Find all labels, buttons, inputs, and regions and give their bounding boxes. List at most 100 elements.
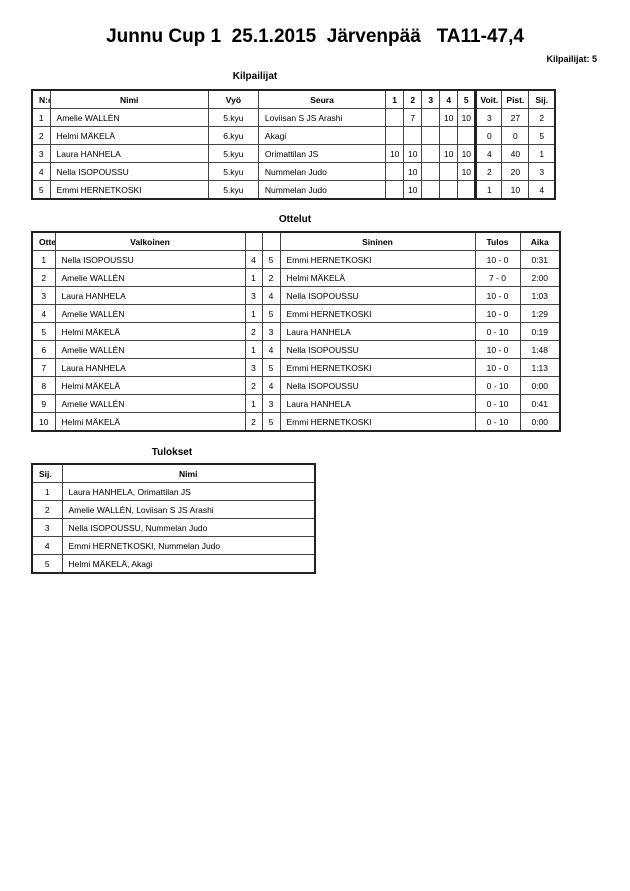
table-cell: Emmi HERNETKOSKI (279, 358, 476, 377)
table-cell (439, 180, 459, 200)
table-cell: 0:00 (519, 376, 561, 395)
table-cell: 7 (403, 108, 423, 127)
table-cell: Nella ISOPOUSSU (279, 340, 476, 359)
table-cell: 2 (244, 376, 263, 395)
table-cell: 2 (31, 500, 63, 519)
table-cell: 1 (31, 482, 63, 501)
table-cell: 1 (31, 108, 51, 127)
table-row: 2 Amelie WALLÉN 1 2 Helmi MÄKELÄ 7 - 0 2:00 (31, 268, 561, 287)
table-cell: Amelie WALLÉN (54, 394, 246, 413)
column-header: 3 (421, 89, 441, 109)
table-cell: 10 - 0 (474, 358, 521, 377)
table-cell: 6 (31, 340, 56, 359)
table-cell: 1 (31, 250, 56, 269)
table-cell: 10 (501, 180, 530, 200)
table-cell: Laura HANHELA (279, 322, 476, 341)
table-cell: Nummelan Judo (257, 162, 387, 181)
table-cell: Orimattilan JS (257, 144, 387, 163)
table-cell: 7 - 0 (474, 268, 521, 287)
table-cell: Laura HANHELA (54, 286, 246, 305)
table-cell: Helmi MÄKELÄ (54, 376, 246, 395)
table-cell: 1 (528, 144, 556, 163)
table-cell: 0 (501, 126, 530, 145)
table-cell: 2 (261, 268, 281, 287)
table-cell: 5.kyu (207, 144, 259, 163)
table-cell (403, 126, 423, 145)
table-cell: 1:03 (519, 286, 561, 305)
table-cell (457, 180, 477, 200)
table-cell: Loviisan S JS Arashi (257, 108, 387, 127)
table-cell (439, 162, 459, 181)
table-cell: 27 (501, 108, 530, 127)
column-header (244, 231, 263, 251)
table-cell: 4 (31, 162, 51, 181)
table-cell: 1 (244, 304, 263, 323)
table-row: 5 Helmi MÄKELÄ 2 3 Laura HANHELA 0 - 10 0:19 (31, 322, 561, 341)
table-cell: Amelie WALLÉN (54, 268, 246, 287)
table-cell: 2 (244, 412, 263, 432)
table-cell: Akagi (257, 126, 387, 145)
table-cell: Emmi HERNETKOSKI (279, 250, 476, 269)
column-header: 5 (457, 89, 477, 109)
table-row: 4 Emmi HERNETKOSKI, Nummelan Judo (31, 536, 316, 555)
column-header: Valkoinen (54, 231, 246, 251)
table-cell: 6.kyu (207, 126, 259, 145)
table-row: 6 Amelie WALLÉN 1 4 Nella ISOPOUSSU 10 - 0 1:4… (31, 340, 561, 359)
page-title: Junnu Cup 1 25.1.2015 Järvenpää TA11-47,… (106, 26, 524, 47)
table-cell: 20 (501, 162, 530, 181)
table-cell: Nella ISOPOUSSU (279, 376, 476, 395)
table-cell: 10 - 0 (474, 340, 521, 359)
table-cell: 10 (403, 162, 423, 181)
table-cell: 3 (31, 144, 51, 163)
table-cell: 5.kyu (207, 180, 259, 200)
table-cell (421, 126, 441, 145)
table-cell: 10 (403, 144, 423, 163)
table-cell: Emmi HERNETKOSKI, Nummelan Judo (61, 536, 316, 555)
table-cell: 4 (261, 340, 281, 359)
table-cell: 1 (244, 394, 263, 413)
table-cell (385, 162, 405, 181)
column-header: Sij. (528, 89, 556, 109)
table-cell: 0:00 (519, 412, 561, 432)
results-table: Sij. Nimi 1 Laura HANHELA, Orimattilan JS 2 A… (31, 463, 316, 574)
table-cell: Helmi MÄKELÄ (54, 322, 246, 341)
table-cell (385, 126, 405, 145)
table-row: 10 Helmi MÄKELÄ 2 5 Emmi HERNETKOSKI 0 - 10 0:… (31, 412, 561, 432)
column-header: Pist. (501, 89, 530, 109)
table-cell: 40 (501, 144, 530, 163)
table-cell (385, 108, 405, 127)
table-cell: 5.kyu (207, 162, 259, 181)
table-cell: Helmi MÄKELÄ (54, 412, 246, 432)
competitor-count: Kilpailijat: 5 (546, 54, 597, 64)
table-row: 2 Helmi MÄKELÄ 6.kyu Akagi 0 0 5 (31, 126, 556, 145)
table-cell: 10 (403, 180, 423, 200)
column-header: Sij. (31, 463, 63, 483)
table-cell: 5 (31, 180, 51, 200)
table-cell: Emmi HERNETKOSKI (279, 412, 476, 432)
competitors-heading: Kilpailijat (232, 71, 278, 82)
table-cell: 0:41 (519, 394, 561, 413)
table-cell: 2 (31, 268, 56, 287)
column-header: 2 (403, 89, 423, 109)
column-header: Aika (519, 231, 561, 251)
column-header: Nimi (61, 463, 316, 483)
table-cell: 10 - 0 (474, 250, 521, 269)
table-cell: 0:31 (519, 250, 561, 269)
table-cell: 4 (244, 250, 263, 269)
table-cell: Nella ISOPOUSSU (54, 250, 246, 269)
table-row: 4 Amelie WALLÉN 1 5 Emmi HERNETKOSKI 10 - 0 1:… (31, 304, 561, 323)
table-cell: 0 - 10 (474, 412, 521, 432)
table-row: 1 Laura HANHELA, Orimattilan JS (31, 482, 316, 501)
table-cell: 9 (31, 394, 56, 413)
table-cell: 2 (31, 126, 51, 145)
table-cell: Emmi HERNETKOSKI (279, 304, 476, 323)
table-cell: Nella ISOPOUSSU, Nummelan Judo (61, 518, 316, 537)
table-row: 5 Helmi MÄKELÄ, Akagi (31, 554, 316, 574)
table-cell: 0 - 10 (474, 376, 521, 395)
matches-table: OtteluValkoinenSininenTulosAika1Nella IS… (31, 231, 561, 432)
table-cell: 10 (457, 144, 477, 163)
table-cell: 10 (457, 108, 477, 127)
table-cell: 1 (244, 340, 263, 359)
table-row: 1 Amelie WALLÉN 5.kyu Loviisan S JS Arashi 7… (31, 108, 556, 127)
table-row: 8 Helmi MÄKELÄ 2 4 Nella ISOPOUSSU 0 - 10 0:00 (31, 376, 561, 395)
